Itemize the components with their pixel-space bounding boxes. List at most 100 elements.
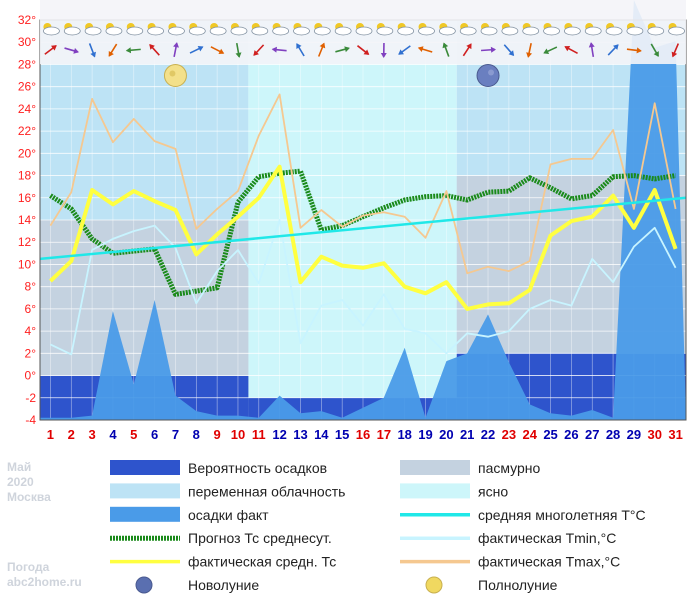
wind-arrow-icon [380,42,387,58]
x-tick-label: 25 [543,427,557,442]
legend-item: Полнолуние [425,576,558,594]
y-tick-label: 4° [25,324,37,338]
legend-swatch [110,506,180,522]
x-tick-label: 5 [130,427,137,442]
tmin-line [50,219,677,356]
wind-arrow-icon [588,42,595,58]
y-tick-label: 32° [18,13,36,27]
legend-swatch [400,460,470,475]
wind-arrow-head [51,45,57,51]
legend-label: ясно [478,483,508,499]
wind-arrow-icon [271,46,287,53]
wind-arrow-head [173,42,179,48]
weather-icon [480,23,498,53]
x-tick-label: 31 [668,427,682,442]
weather-icon [313,23,331,57]
full-moon-icon [425,576,443,594]
x-tick-label: 10 [231,427,245,442]
wind-arrow-icon [480,46,497,53]
x-tick-label: 9 [214,427,221,442]
y-tick-label: 24° [18,102,36,116]
legend-label: средняя многолетняя T°C [478,507,646,523]
wind-arrow-icon [462,43,472,57]
wind-arrow-head [344,46,350,53]
wind-arrow-head [612,44,619,50]
legend-label: фактическая Tmin,°C [478,530,616,546]
cloud-icon [376,26,394,36]
x-tick-label: 13 [293,427,307,442]
wind-arrow-icon [442,42,450,57]
weather-icon [188,23,206,54]
weather-icon [355,23,373,55]
y-tick-label: 8° [25,280,37,294]
cloud-icon [397,26,415,36]
wind-arrow-icon [210,46,225,55]
x-tick-label: 16 [356,427,370,442]
x-tick-label: 29 [627,427,641,442]
x-tick-label: 27 [585,427,599,442]
x-tick-label: 22 [481,427,495,442]
legend-label: фактическая Tmax,°C [478,554,620,570]
legend-item: Прогноз Тс среднесут. [110,530,332,546]
cloud-icon [480,26,498,36]
legend-swatch [110,460,180,475]
cloud-icon [168,26,185,36]
cloud-icon [251,26,269,36]
legend-label: пасмурно [478,460,541,476]
weather-icon [209,23,227,55]
x-tick-label: 12 [272,427,286,442]
legend-item: фактическая средн. Тс [110,554,336,570]
weather-icon [501,23,519,57]
weather-icon [605,23,623,56]
legend-label: фактическая средн. Тс [188,554,336,570]
weather-icon [417,23,435,53]
wind-arrow-icon [189,45,204,54]
cloud-icon [355,26,373,36]
legend-item: средняя многолетняя T°C [400,507,646,523]
cloud-icon [459,26,477,36]
wind-arrow-head [543,48,550,54]
wind-arrow-icon [173,42,179,58]
wind-arrow-icon [125,47,141,54]
weather-icon [438,23,456,57]
wind-arrow-icon [503,44,515,57]
brand-block: Погода abc2home.ru [7,560,82,590]
weather-icon [522,23,540,58]
series-layer [39,0,687,421]
wind-arrow-head [319,42,326,49]
y-tick-label: 26° [18,80,36,94]
wind-arrow-head [125,47,132,54]
cloud-icon [272,26,290,36]
weather-icons-row [40,0,686,64]
full-moon-icon [163,64,187,88]
wind-arrow-head [296,43,302,49]
x-tick-label: 30 [648,427,662,442]
month-label: Май [7,460,32,474]
wind-arrow-icon [149,44,160,56]
wind-arrow-head [466,43,472,50]
wind-arrow-icon [526,42,533,58]
y-tick-label: 0° [25,369,37,383]
wind-arrow-head [108,50,114,57]
legend-item: фактическая Tmax,°C [400,554,620,570]
legend-item: ясно [400,483,508,499]
legend: Вероятность осадков переменная облачность… [110,460,646,594]
cloud-icon [626,26,644,36]
wind-arrow-head [588,42,595,48]
precip-actual-area [40,0,686,420]
wind-arrow-icon [356,45,370,55]
y-tick-label: 28° [18,57,36,71]
weather-icon [63,23,81,54]
cloud-icon [584,26,602,36]
cloud-icon [230,26,248,36]
cloud-icon [43,26,60,36]
x-tick-label: 1 [47,427,54,442]
weather-icon [334,23,352,53]
wind-arrow-icon [671,43,680,58]
wind-arrow-head [90,51,96,58]
cloud-icon [105,26,123,36]
weather-icon [376,23,394,58]
weather-icon [147,23,165,56]
city-label: Москва [7,490,51,504]
y-tick-label: -2 [25,391,36,405]
